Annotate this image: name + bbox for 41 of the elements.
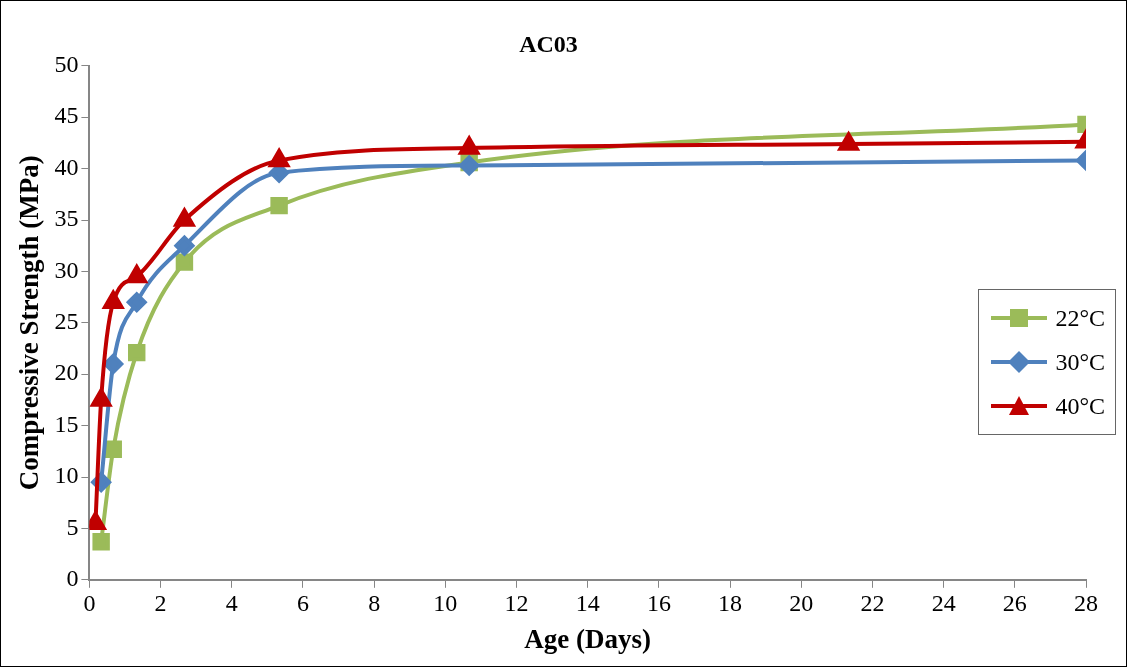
y-tick-label: 20 xyxy=(54,359,79,386)
chart-title: AC03 xyxy=(519,30,578,57)
y-tick-label: 5 xyxy=(66,513,79,540)
y-tick-label: 35 xyxy=(54,205,79,232)
x-tick-label: 4 xyxy=(225,590,238,617)
point xyxy=(126,292,147,313)
y-tick-label: 45 xyxy=(54,102,79,129)
y-tick-label: 10 xyxy=(54,462,79,489)
point xyxy=(270,196,288,215)
point xyxy=(175,253,194,271)
point xyxy=(103,353,124,374)
x-tick-label: 14 xyxy=(575,590,600,617)
y-tick-label: 50 xyxy=(54,51,79,78)
y-axis-title: Compressive Strength (MPa) xyxy=(14,155,45,491)
x-tick-label: 12 xyxy=(504,590,529,617)
y-tick-label: 30 xyxy=(54,256,79,283)
x-tick-label: 10 xyxy=(433,590,458,617)
x-tick-label: 6 xyxy=(296,590,309,617)
y-tick-label: 15 xyxy=(54,410,79,437)
x-tick-label: 26 xyxy=(1002,590,1027,617)
legend-label: 22°C xyxy=(1055,304,1105,332)
x-tick-label: 18 xyxy=(718,590,743,617)
point xyxy=(92,533,110,551)
point xyxy=(128,343,146,362)
x-tick-label: 28 xyxy=(1074,590,1098,617)
x-tick-label: 0 xyxy=(83,590,96,617)
x-tick-label: 22 xyxy=(860,590,885,617)
x-tick-label: 24 xyxy=(931,590,956,617)
point xyxy=(126,265,147,284)
x-tick-label: 20 xyxy=(789,590,814,617)
legend-label: 30°C xyxy=(1055,348,1105,376)
x-axis-title: Age (Days) xyxy=(524,623,652,654)
x-tick-label: 2 xyxy=(154,590,167,617)
x-tick-label: 8 xyxy=(368,590,381,617)
y-tick-label: 40 xyxy=(54,153,79,180)
y-tick-label: 25 xyxy=(54,308,79,335)
y-tick-label: 0 xyxy=(66,565,79,592)
point xyxy=(174,235,195,256)
point xyxy=(104,440,122,458)
legend-label: 40°C xyxy=(1055,392,1105,420)
x-tick-label: 16 xyxy=(646,590,671,617)
